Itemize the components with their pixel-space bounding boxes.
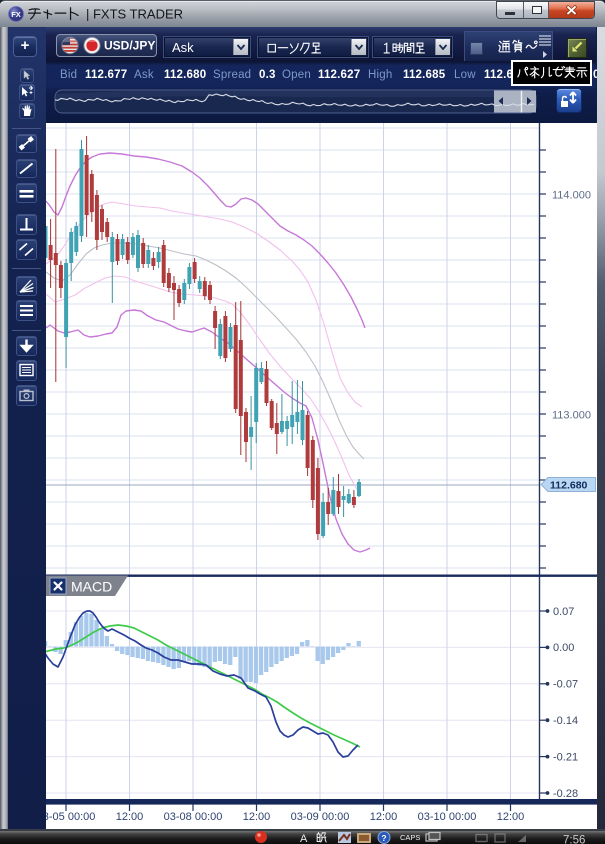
svg-text:03-08 00:00: 03-08 00:00 [164, 811, 223, 823]
svg-text:-0.14: -0.14 [553, 715, 578, 727]
svg-text:03-05 00:00: 03-05 00:00 [37, 811, 96, 823]
svg-text:-0.07: -0.07 [553, 679, 578, 691]
svg-text:| FXTS TRADER: | FXTS TRADER [86, 7, 183, 22]
svg-text:12:00: 12:00 [116, 811, 144, 823]
svg-text:-0.21: -0.21 [553, 751, 578, 763]
svg-text:-0.28: -0.28 [553, 788, 578, 800]
svg-text:?: ? [381, 833, 386, 843]
svg-text:USD/JPY: USD/JPY [104, 39, 155, 53]
svg-text:FX: FX [11, 10, 21, 19]
svg-text:MACD: MACD [71, 579, 112, 595]
svg-text:12:00: 12:00 [497, 811, 525, 823]
svg-text:0.00: 0.00 [553, 642, 574, 654]
svg-text:A: A [300, 833, 308, 844]
svg-text:7:56: 7:56 [563, 835, 585, 844]
svg-text:12:00: 12:00 [243, 811, 271, 823]
svg-text:112.680: 112.680 [550, 480, 588, 492]
svg-text:12:00: 12:00 [370, 811, 398, 823]
svg-text:0.07: 0.07 [553, 606, 574, 618]
svg-text:CAPS: CAPS [400, 833, 420, 842]
svg-text:03-10 00:00: 03-10 00:00 [418, 811, 477, 823]
svg-text:113.000: 113.000 [552, 410, 591, 422]
svg-text:114.000: 114.000 [552, 190, 591, 202]
svg-text:03-09 00:00: 03-09 00:00 [291, 811, 350, 823]
